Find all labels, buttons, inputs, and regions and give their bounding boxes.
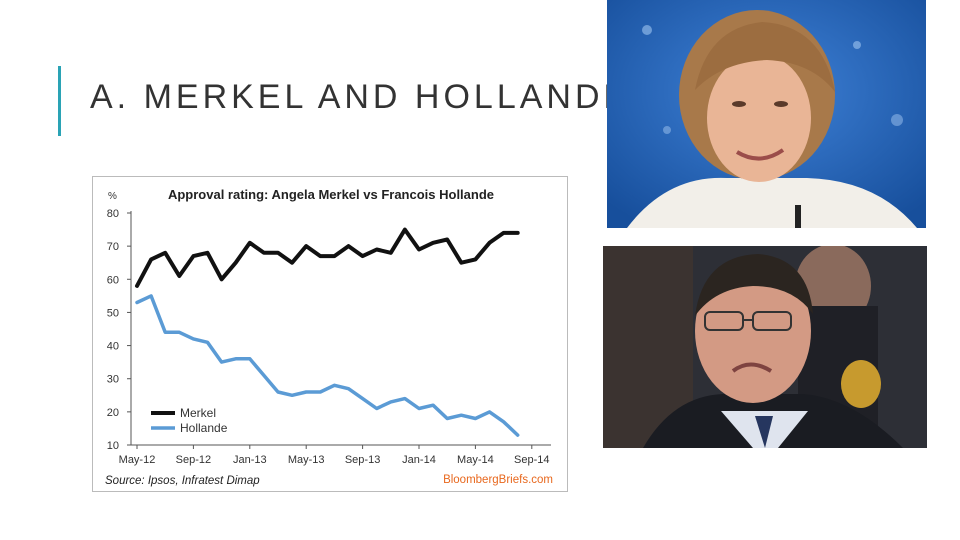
y-tick-label: 30 [107, 374, 119, 386]
approval-chart-svg: Approval rating: Angela Merkel vs Franco… [105, 187, 553, 487]
chart-brand: BloombergBriefs.com [443, 474, 553, 486]
x-tick-label: Jan-13 [233, 454, 267, 466]
x-tick-label: Sep-14 [514, 454, 549, 466]
chart-source: Source: Ipsos, Infratest Dimap [105, 475, 260, 487]
y-tick-label: 70 [107, 241, 119, 253]
y-unit-label: % [108, 191, 117, 202]
hollande-portrait-icon [603, 246, 927, 448]
x-tick-label: Jan-14 [402, 454, 436, 466]
slide-title: A. MERKEL AND HOLLANDE [90, 78, 631, 116]
hollande-photo [603, 246, 927, 448]
legend-label-merkel: Merkel [180, 406, 216, 420]
y-tick-label: 20 [107, 407, 119, 419]
merkel-portrait-icon [607, 0, 926, 228]
series-line-merkel [135, 227, 520, 288]
x-tick-label: May-12 [119, 454, 156, 466]
approval-chart: Approval rating: Angela Merkel vs Franco… [92, 176, 568, 492]
x-tick-label: Sep-13 [345, 454, 380, 466]
y-tick-label: 60 [107, 274, 119, 286]
chart-title: Approval rating: Angela Merkel vs Franco… [168, 187, 494, 202]
legend-label-hollande: Hollande [180, 421, 228, 435]
series-line-hollande [135, 294, 520, 437]
title-accent-bar [58, 66, 61, 136]
y-tick-label: 40 [107, 341, 119, 353]
y-tick-label: 80 [107, 208, 119, 220]
x-tick-label: May-13 [288, 454, 325, 466]
y-tick-label: 50 [107, 307, 119, 319]
x-tick-label: May-14 [457, 454, 494, 466]
y-tick-label: 10 [107, 440, 119, 452]
x-tick-label: Sep-12 [176, 454, 211, 466]
merkel-photo [607, 0, 926, 228]
